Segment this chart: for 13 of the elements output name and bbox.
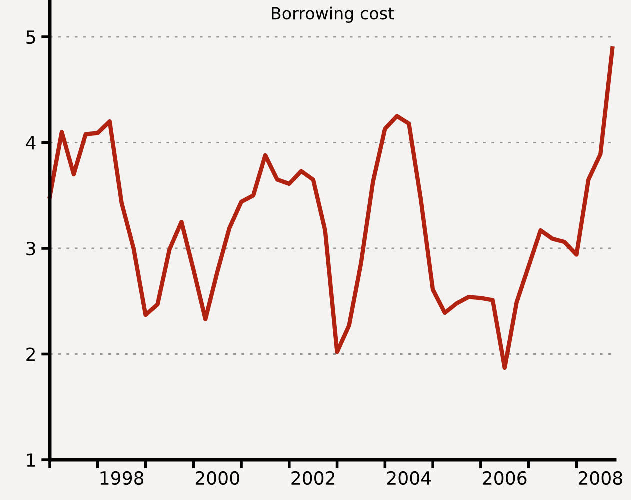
y-tick-label: 2 <box>26 348 35 362</box>
line-series <box>48 46 615 370</box>
x-tick-label: 2006 <box>483 471 527 486</box>
y-tick-label: 4 <box>26 136 36 150</box>
y-tick-label: 5 <box>26 30 36 44</box>
y-tick-label: 1 <box>27 454 36 467</box>
x-tick-label: 2008 <box>578 471 622 486</box>
x-tick-label: 2000 <box>196 471 240 486</box>
x-tick-label: 2002 <box>292 471 335 486</box>
x-tick-label: 1998 <box>100 471 144 486</box>
x-tick-label: 2004 <box>387 471 432 486</box>
chart-title: Borrowing cost <box>272 6 394 24</box>
y-tick-label: 3 <box>26 242 36 256</box>
